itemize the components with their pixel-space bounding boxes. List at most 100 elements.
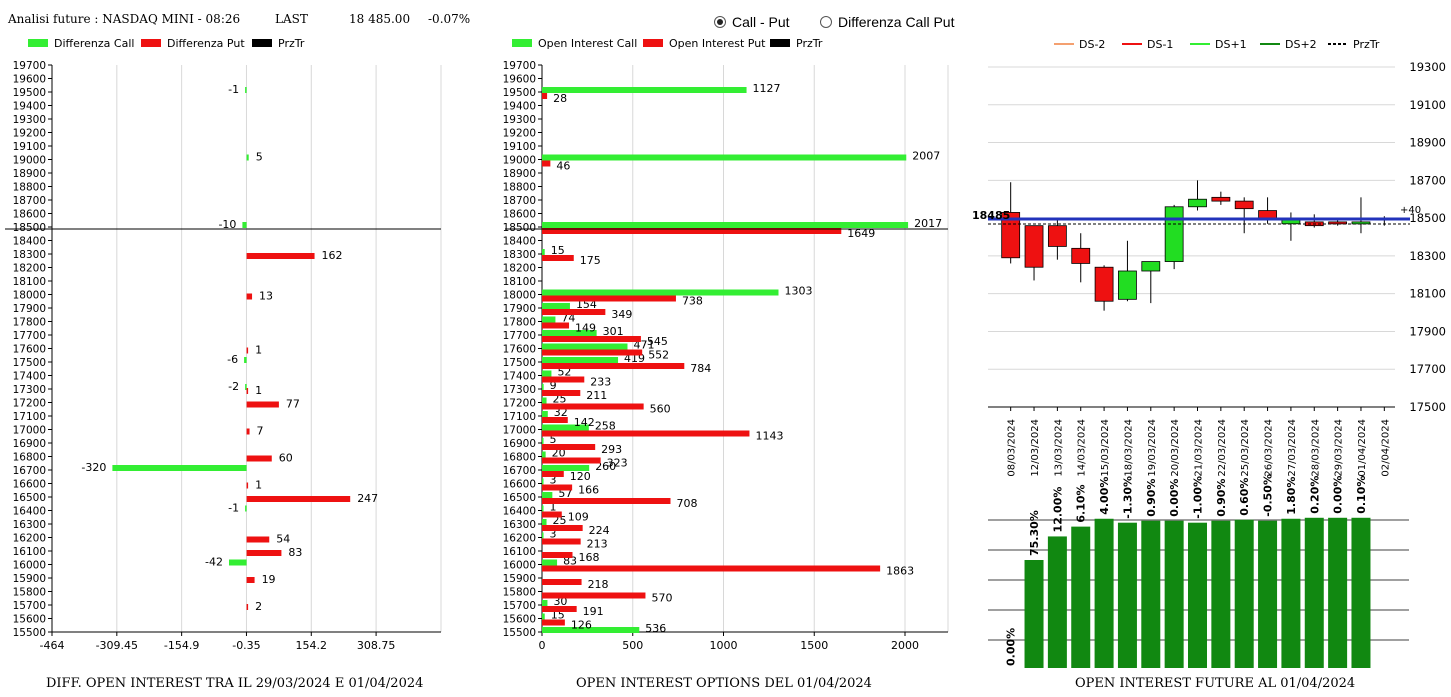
caption-oi-future: OPEN INTEREST FUTURE AL 01/04/2024 xyxy=(1075,676,1356,691)
y-tick-label: 19200 xyxy=(13,128,46,140)
oi-future-bar xyxy=(1211,520,1231,668)
y-tick-label: 17800 xyxy=(503,317,536,329)
radio-differenza-call-put[interactable]: Differenza Call Put xyxy=(820,14,954,30)
oi-call-bar xyxy=(542,465,590,471)
bar-value-label: 1 xyxy=(255,344,262,357)
put-diff-bar xyxy=(246,388,249,394)
y-tick-label: 18800 xyxy=(13,182,46,194)
candle-body xyxy=(1188,198,1207,208)
y-tick-label: 18400 xyxy=(13,236,46,248)
y-tick-label: 16700 xyxy=(503,465,536,477)
bar-pct-label: 0.00% xyxy=(1005,628,1018,666)
date-tick-label: 20/03/2024 xyxy=(1170,419,1181,477)
oi-put-bar xyxy=(542,255,574,261)
bar-value-label: -1 xyxy=(228,83,239,96)
legend-label: PrzTr xyxy=(278,37,305,50)
bar-value-label: 3 xyxy=(550,474,557,487)
oi-put-bar xyxy=(542,457,601,464)
y-tick-label: 18700 xyxy=(13,195,46,207)
bar-pct-label: 0.90% xyxy=(1215,479,1228,517)
candle-body xyxy=(1211,196,1231,202)
bar-pct-label: -1.30% xyxy=(1121,476,1134,519)
y-tick-label: 18600 xyxy=(503,209,536,221)
bar-value-label: 708 xyxy=(677,497,698,510)
y-tick-label: 18100 xyxy=(503,276,536,288)
oi-put-bar xyxy=(542,376,585,383)
y-tick-label: 17700 xyxy=(1409,362,1446,376)
x-tick-label: 308.75 xyxy=(357,639,396,652)
x-tick-label: 1000 xyxy=(710,639,738,652)
bar-value-label: 2 xyxy=(255,600,262,613)
oi-call-bar xyxy=(542,478,544,485)
bar-value-label: 5 xyxy=(256,151,263,164)
oi-put-bar xyxy=(542,525,583,531)
y-tick-label: 17700 xyxy=(13,330,46,342)
legend-label: Open Interest Put xyxy=(669,37,766,50)
bar-value-label: 142 xyxy=(574,416,595,429)
bar-pct-label: 0.90% xyxy=(1145,479,1158,517)
radio-call-put-label: Call - Put xyxy=(732,14,790,30)
y-tick-label: 15900 xyxy=(503,573,536,585)
radio-call-put[interactable]: Call - Put xyxy=(714,14,790,30)
y-tick-label: 16300 xyxy=(503,519,536,531)
bar-pct-label: 0.00% xyxy=(1168,479,1181,517)
y-tick-label: 18500 xyxy=(1409,211,1446,225)
y-tick-label: 17100 xyxy=(13,411,46,423)
x-tick-label: 0 xyxy=(539,639,546,652)
radio-differenza-label: Differenza Call Put xyxy=(838,14,955,30)
oi-call-bar xyxy=(542,154,907,161)
legend-swatch xyxy=(643,39,663,47)
candle-body xyxy=(1024,225,1044,268)
legend-label: DS-2 xyxy=(1079,38,1105,51)
oi-call-bar xyxy=(542,370,552,377)
oi-put-bar xyxy=(542,565,881,572)
y-tick-label: 15800 xyxy=(13,587,46,599)
oi-call-bar xyxy=(542,438,544,444)
y-tick-label: 16500 xyxy=(13,492,46,504)
candle-body xyxy=(1164,206,1184,262)
delta-label: +40 xyxy=(1400,205,1421,216)
chart-title: Analisi future : NASDAQ MINI - 08:26 xyxy=(8,12,241,26)
bar-value-label: 7 xyxy=(257,425,264,438)
y-tick-label: 17900 xyxy=(1409,324,1446,338)
y-tick-label: 16000 xyxy=(503,560,536,572)
put-diff-bar xyxy=(246,536,270,543)
y-tick-label: 19300 xyxy=(1409,60,1446,74)
legend-label: DS+2 xyxy=(1285,38,1317,51)
legend-label: Differenza Put xyxy=(167,37,245,50)
bar-value-label: -42 xyxy=(205,556,223,569)
bar-value-label: 3 xyxy=(550,528,557,541)
y-tick-label: 17600 xyxy=(13,344,46,356)
oi-put-bar xyxy=(542,444,596,450)
last-value: 18 485.00 xyxy=(349,12,411,26)
bar-value-label: 1143 xyxy=(755,430,783,443)
bar-value-label: 168 xyxy=(578,551,599,564)
y-tick-label: 17600 xyxy=(503,344,536,356)
last-label: LAST xyxy=(275,12,308,26)
date-tick-label: 25/03/2024 xyxy=(1240,419,1251,477)
legend-label: Open Interest Call xyxy=(538,37,637,50)
oi-future-bar xyxy=(1304,517,1324,668)
date-tick-label: 08/03/2024 xyxy=(1007,419,1018,477)
oi-put-bar xyxy=(542,606,577,612)
y-tick-label: 16800 xyxy=(13,452,46,464)
candle-body xyxy=(1141,261,1161,272)
put-diff-bar xyxy=(246,455,272,462)
bar-value-label: 120 xyxy=(570,470,591,483)
oi-call-bar xyxy=(542,519,547,525)
bar-value-label: 149 xyxy=(575,322,596,335)
x-tick-label: 500 xyxy=(622,639,643,652)
bar-value-label: 1 xyxy=(550,501,557,514)
y-tick-label: 16400 xyxy=(503,506,536,518)
bar-value-label: 224 xyxy=(589,524,610,537)
y-tick-label: 18200 xyxy=(13,263,46,275)
y-tick-label: 18400 xyxy=(503,236,536,248)
date-tick-label: 29/03/2024 xyxy=(1334,419,1345,477)
call-diff-bar xyxy=(246,154,249,161)
y-tick-label: 19300 xyxy=(503,114,536,126)
oi-call-bar xyxy=(542,424,589,431)
date-tick-label: 13/03/2024 xyxy=(1053,419,1064,477)
legend-swatch xyxy=(28,39,48,47)
oi-call-bar xyxy=(542,249,545,255)
y-tick-label: 19100 xyxy=(503,141,536,153)
